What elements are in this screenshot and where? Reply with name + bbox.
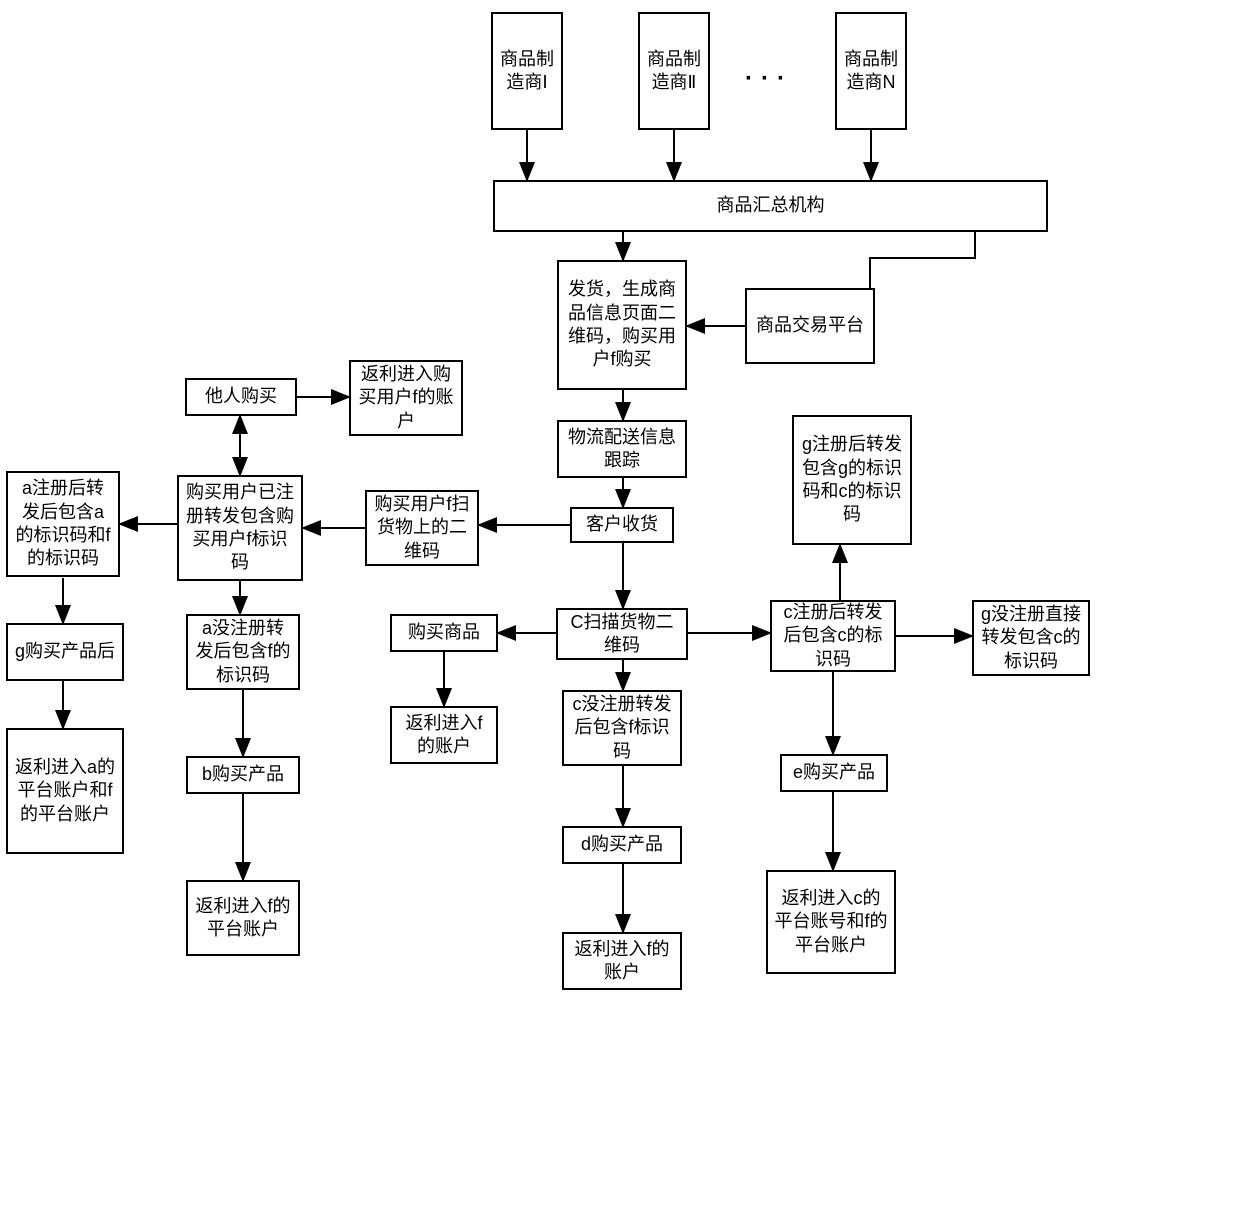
node-c_noreg: c没注册转发后包含f标识码	[562, 690, 682, 766]
node-f_scan: 购买用户f扫货物上的二维码	[365, 490, 479, 566]
ellipsis: ···	[745, 65, 793, 93]
node-buy_rebate: 返利进入f的账户	[390, 706, 498, 764]
node-b_rebate: 返利进入f的平台账户	[186, 880, 300, 956]
node-d_buy: d购买产品	[562, 826, 682, 864]
node-a_reg: a注册后转发后包含a的标识码和f的标识码	[6, 471, 120, 577]
node-agg: 商品汇总机构	[493, 180, 1048, 232]
node-d_rebate: 返利进入f的账户	[562, 932, 682, 990]
node-platform: 商品交易平台	[745, 288, 875, 364]
node-f_reg_fwd: 购买用户已注册转发包含购买用户f标识码	[177, 475, 303, 581]
node-c_reg: c注册后转发后包含c的标识码	[770, 600, 896, 672]
node-g_noreg: g没注册直接转发包含c的标识码	[972, 600, 1090, 676]
node-ship: 发货，生成商品信息页面二维码，购买用户f购买	[557, 260, 687, 390]
node-a_noreg: a没注册转发后包含f的标识码	[186, 614, 300, 690]
node-receive: 客户收货	[570, 507, 674, 543]
node-b_buy: b购买产品	[186, 756, 300, 794]
node-mfgN: 商品制造商N	[835, 12, 907, 130]
node-buy_goods: 购买商品	[390, 614, 498, 652]
node-e_buy: e购买产品	[780, 754, 888, 792]
node-other_buy: 他人购买	[185, 378, 297, 416]
node-g_reg: g注册后转发包含g的标识码和c的标识码	[792, 415, 912, 545]
node-logistics: 物流配送信息跟踪	[557, 420, 687, 478]
node-mfg1: 商品制造商Ⅰ	[491, 12, 563, 130]
node-rebate_f1: 返利进入购买用户f的账户	[349, 360, 463, 436]
node-e_rebate: 返利进入c的平台账号和f的平台账户	[766, 870, 896, 974]
node-mfg2: 商品制造商Ⅱ	[638, 12, 710, 130]
node-c_scan: C扫描货物二维码	[556, 608, 688, 660]
node-g_buy: g购买产品后	[6, 623, 124, 681]
node-g_rebate: 返利进入a的平台账户和f的平台账户	[6, 728, 124, 854]
